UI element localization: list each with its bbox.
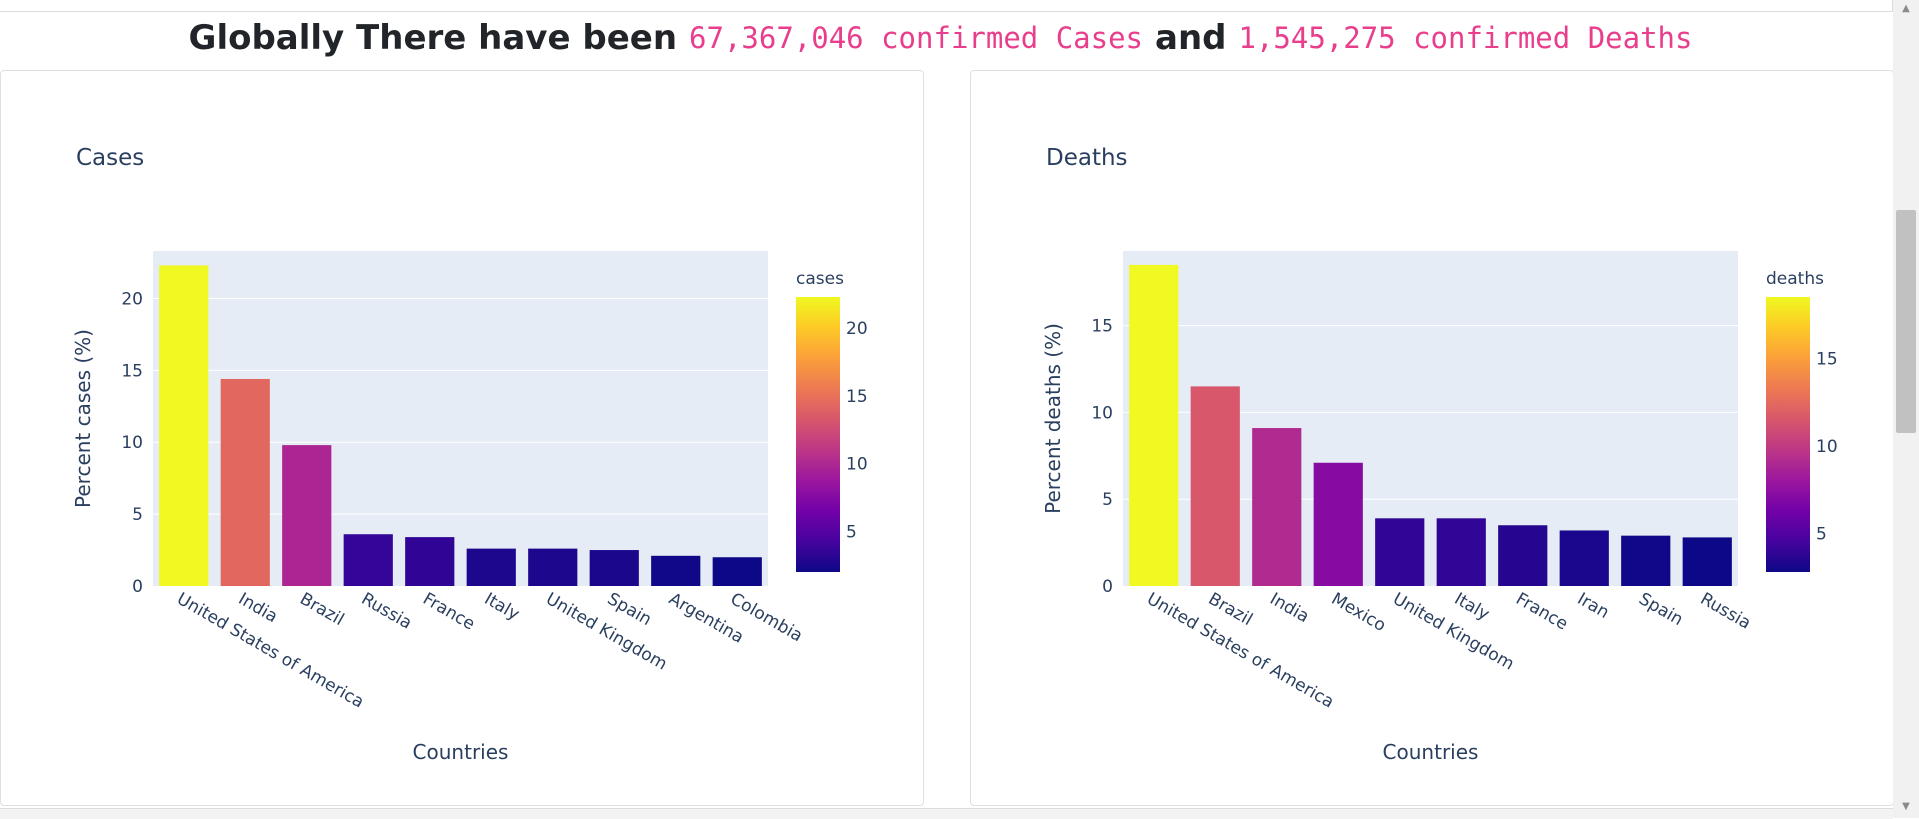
cases-bar[interactable] <box>589 550 639 586</box>
deaths-bar[interactable] <box>1252 428 1302 586</box>
global-summary-headline: Globally There have been 67,367,046 conf… <box>0 14 1893 62</box>
deaths-colorbar-tick-label: 10 <box>1816 437 1838 457</box>
cases-bar[interactable] <box>220 378 270 586</box>
cases-x-tick-label: Russia <box>358 589 415 634</box>
cases-bar[interactable] <box>282 445 332 586</box>
cases-y-tick-label: 0 <box>132 577 143 597</box>
vertical-scrollbar[interactable]: ▲ ▼ <box>1893 0 1919 818</box>
cases-bar[interactable] <box>405 537 455 586</box>
cases-colorbar-title: cases <box>796 269 844 289</box>
cases-colorbar-tick-label: 5 <box>846 522 857 542</box>
deaths-y-tick-label: 15 <box>1091 317 1113 337</box>
deaths-x-tick-label: Iran <box>1574 589 1613 623</box>
scrollbar-thumb[interactable] <box>1896 210 1916 433</box>
cases-bar[interactable] <box>159 265 209 586</box>
cases-colorbar-tick-label: 20 <box>846 319 868 339</box>
cases-x-tick-label: Italy <box>481 589 523 625</box>
scroll-down-arrow-icon[interactable]: ▼ <box>1902 801 1910 812</box>
deaths-bar[interactable] <box>1375 518 1425 586</box>
deaths-colorbar-title: deaths <box>1766 269 1824 289</box>
cases-x-tick-label: France <box>419 589 478 635</box>
deaths-colorbar <box>1766 297 1810 572</box>
deaths-bar[interactable] <box>1621 535 1671 586</box>
headline-conjunction: and <box>1155 18 1227 58</box>
deaths-x-tick-label: Spain <box>1635 589 1686 630</box>
deaths-x-tick-label: Mexico <box>1328 589 1389 636</box>
cases-chart-title: Cases <box>76 145 144 171</box>
cases-bar[interactable] <box>528 548 578 586</box>
cases-y-tick-label: 5 <box>132 505 143 525</box>
deaths-bar[interactable] <box>1129 264 1179 586</box>
deaths-y-tick-label: 0 <box>1102 577 1113 597</box>
cases-y-tick-label: 10 <box>121 433 143 453</box>
deaths-bar[interactable] <box>1190 386 1240 586</box>
deaths-bar[interactable] <box>1498 525 1548 586</box>
scroll-up-arrow-icon[interactable]: ▲ <box>1902 3 1910 14</box>
cases-y-tick-label: 20 <box>121 289 143 309</box>
deaths-colorbar-tick-label: 15 <box>1816 349 1838 369</box>
headline-deaths-value: 1,545,275 confirmed Deaths <box>1238 21 1693 55</box>
deaths-colorbar-tick-label: 5 <box>1816 524 1827 544</box>
headline-cases-value: 67,367,046 confirmed Cases <box>689 21 1143 55</box>
cases-bar[interactable] <box>466 548 516 586</box>
deaths-x-tick-label: India <box>1266 589 1312 627</box>
top-divider <box>0 0 1893 12</box>
cases-bar[interactable] <box>651 555 701 586</box>
cases-x-tick-label: India <box>235 589 281 627</box>
deaths-y-tick-label: 10 <box>1091 403 1113 423</box>
deaths-bar[interactable] <box>1436 518 1486 586</box>
cases-colorbar <box>796 297 840 572</box>
cases-x-tick-label: Brazil <box>296 589 347 630</box>
cases-y-axis-label: Percent cases (%) <box>71 329 95 508</box>
deaths-bar[interactable] <box>1559 530 1609 586</box>
deaths-chart-title: Deaths <box>1046 145 1128 171</box>
deaths-x-tick-label: France <box>1512 589 1571 635</box>
deaths-x-axis-label: Countries <box>1383 740 1479 764</box>
cases-y-tick-label: 15 <box>121 361 143 381</box>
deaths-y-tick-label: 5 <box>1102 490 1113 510</box>
cases-colorbar-tick-label: 15 <box>846 387 868 407</box>
deaths-x-tick-label: Italy <box>1451 589 1493 625</box>
cases-x-axis-label: Countries <box>413 740 509 764</box>
bottom-divider <box>0 808 1893 819</box>
deaths-bar[interactable] <box>1313 462 1363 586</box>
deaths-bar[interactable] <box>1682 537 1732 586</box>
cases-chart-card: Cases 0 5 10 15 20 Percent cases (%) United Sta… <box>0 70 924 806</box>
cases-bar[interactable] <box>343 534 393 586</box>
deaths-y-axis-label: Percent deaths (%) <box>1041 323 1065 514</box>
cases-colorbar-tick-label: 10 <box>846 455 868 475</box>
headline-prefix: Globally There have been <box>188 18 678 58</box>
deaths-chart-card: Deaths 0 5 10 15 Percent deaths (%) United Sta… <box>970 70 1894 806</box>
cases-bar[interactable] <box>712 557 762 586</box>
deaths-x-tick-label: Russia <box>1697 589 1754 634</box>
